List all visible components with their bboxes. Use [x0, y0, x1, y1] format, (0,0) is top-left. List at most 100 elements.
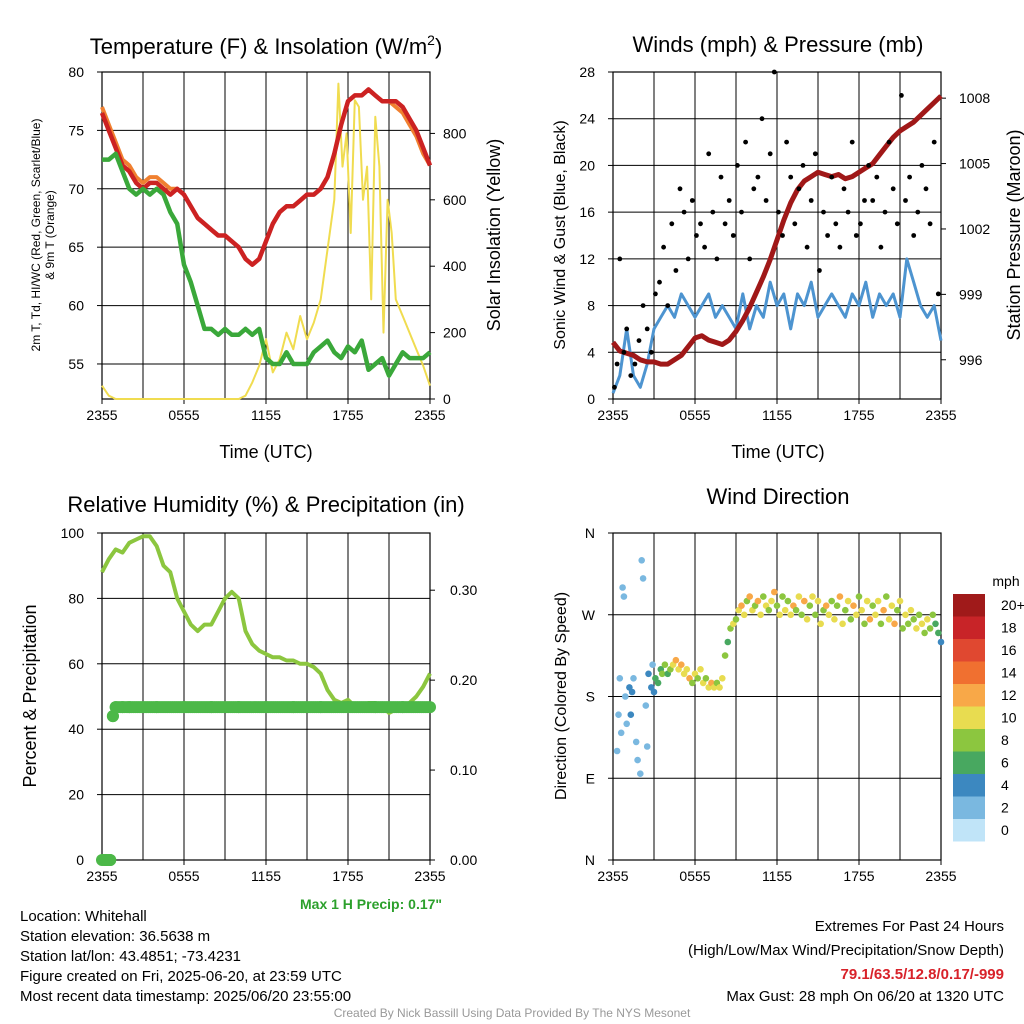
direction-point — [833, 602, 841, 609]
direction-point — [615, 711, 622, 718]
direction-point — [858, 606, 865, 614]
temperature-x-tick-label: 0555 — [168, 407, 199, 423]
winds-gust-point — [657, 279, 662, 285]
temperature-y2-tick-label: 800 — [443, 125, 467, 141]
speed-legend-label: 0 — [1001, 822, 1009, 838]
winds-gust-point — [669, 221, 675, 227]
humidity-y-tick-label: 0 — [76, 852, 84, 868]
direction-point — [877, 620, 885, 628]
winds-gust-point — [694, 233, 699, 238]
direction-point — [907, 606, 915, 614]
winds-gust-point — [894, 221, 900, 227]
direction-point — [899, 625, 906, 632]
winds-gust-point — [644, 326, 650, 332]
humidity-precip-point — [106, 710, 119, 723]
winds-gust-point — [858, 221, 863, 227]
winds-gust-point — [866, 163, 871, 168]
winds-y2-tick-label: 996 — [959, 352, 983, 368]
winds-gust-point — [923, 186, 929, 192]
direction-x-tick-label: 1155 — [762, 868, 792, 884]
winds-gust-point — [735, 163, 740, 168]
winds-gust-point — [714, 256, 720, 262]
winds-gust-point — [702, 244, 707, 250]
direction-y-label: Direction (Colored By Speed) — [553, 592, 570, 800]
winds-gust-point — [677, 186, 683, 192]
temperature-y-tick-label: 75 — [68, 122, 84, 138]
winds-y-tick-label: 8 — [587, 298, 595, 314]
speed-legend-swatch — [953, 751, 985, 774]
humidity-y-tick-label: 100 — [61, 525, 85, 541]
direction-point — [694, 675, 701, 682]
temperature-y-tick-label: 55 — [68, 356, 84, 372]
winds-gust-point — [743, 139, 748, 145]
winds-gust-point — [862, 198, 867, 203]
created-text: Figure created on Fri, 2025-06-20, at 23… — [20, 968, 342, 985]
winds-gust-point — [804, 244, 810, 250]
direction-point — [836, 593, 844, 600]
humidity-precip-point — [424, 701, 436, 714]
direction-point — [926, 625, 934, 632]
direction-point — [910, 616, 917, 623]
direction-point — [721, 652, 729, 659]
winds-gust-point — [617, 256, 623, 262]
direction-point — [781, 606, 789, 614]
winds-gust-point — [614, 361, 620, 367]
temperature-y2-tick-label: 600 — [443, 192, 467, 208]
direction-point — [771, 588, 778, 596]
winds-gust-point — [718, 174, 724, 180]
winds-title: Winds (mph) & Pressure (mb) — [633, 32, 924, 57]
winds-gust-point — [788, 174, 794, 180]
speed-legend-label: 6 — [1001, 755, 1009, 771]
temperature-series-2m-t — [99, 87, 433, 267]
winds-gust-point — [841, 186, 847, 192]
speed-legend-label: 2 — [1001, 800, 1009, 816]
direction-point — [746, 593, 753, 600]
credit-text: Created By Nick Bassill Using Data Provi… — [333, 1006, 691, 1020]
winds-gust-point — [767, 151, 773, 157]
direction-point — [649, 661, 656, 668]
direction-point — [678, 661, 685, 668]
winds-gust-point — [829, 174, 835, 180]
direction-point — [822, 602, 830, 609]
direction-point — [817, 620, 824, 628]
winds-x-tick-label: 2355 — [925, 407, 956, 423]
direction-point — [866, 616, 874, 623]
direction-point — [872, 611, 879, 619]
temperature-y-label-line2: & 9m T (Orange) — [43, 190, 57, 280]
extremes-subheading: (High/Low/Max Wind/Precipitation/Snow De… — [688, 942, 1004, 959]
speed-legend-swatch — [953, 774, 985, 797]
winds-gust-point — [845, 209, 851, 215]
winds-gust-point — [792, 221, 798, 227]
winds-y2-tick-label: 999 — [959, 286, 983, 302]
winds-gust-point — [726, 198, 732, 203]
temperature-y2-label: Solar Insolation (Yellow) — [484, 139, 504, 331]
direction-x-tick-label: 0555 — [679, 868, 710, 884]
direction-point — [689, 679, 696, 687]
temperature-y-label-line1: 2m T, Td, HI/WC (Red, Green, Scarlet/Blu… — [29, 119, 43, 352]
direction-point — [630, 675, 637, 682]
direction-point — [874, 597, 882, 605]
direction-point — [645, 670, 652, 678]
direction-point — [798, 611, 805, 619]
winds-gust-point — [755, 174, 761, 180]
temperature-y2-tick-label: 200 — [443, 325, 467, 341]
direction-point — [888, 602, 896, 609]
winds-gust-point — [771, 69, 777, 75]
humidity-y-label: Percent & Precipitation — [20, 604, 40, 787]
winds-gust-point — [808, 198, 814, 203]
winds-y2-label: Station Pressure (Maroon) — [1004, 129, 1024, 340]
max-gust-text: Max Gust: 28 mph On 06/20 at 1320 UTC — [726, 988, 1004, 1005]
direction-y-tick-label: S — [586, 689, 595, 705]
winds-gust-point — [903, 198, 908, 203]
speed-legend-swatch — [953, 729, 985, 752]
direction-point — [654, 679, 662, 687]
direction-point — [719, 675, 726, 682]
direction-point — [853, 611, 860, 619]
direction-point — [661, 661, 669, 668]
direction-point — [803, 616, 811, 623]
direction-point — [623, 720, 630, 728]
direction-point — [697, 666, 704, 673]
winds-gust-point — [759, 116, 765, 122]
humidity-x-tick-label: 1755 — [332, 868, 363, 884]
direction-point — [809, 593, 816, 600]
